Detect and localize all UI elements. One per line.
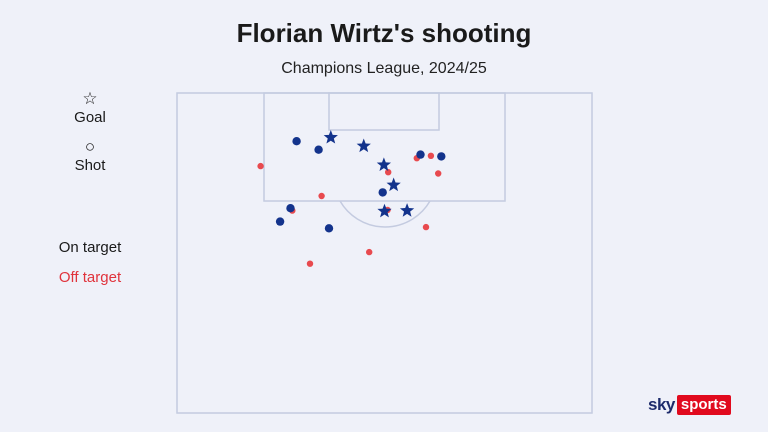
on-target-shot-6 [275, 217, 285, 226]
goal-star-3 [386, 177, 401, 192]
legend-on-target: On target [58, 239, 122, 256]
legend-off-target: Off target [58, 269, 122, 286]
off-target-shot-0 [257, 162, 264, 170]
legend-shot-label: Shot [74, 157, 106, 174]
goal-star-0 [323, 130, 338, 144]
on-target-shot-3 [437, 152, 446, 161]
on-target-shot-1 [314, 145, 323, 154]
legend-shot: ○ Shot [50, 138, 130, 176]
six-yard-box [328, 92, 440, 131]
goal-star-5 [399, 203, 415, 217]
off-target-shot-9 [366, 248, 373, 256]
off-target-shot-1 [385, 169, 392, 176]
on-target-shot-0 [292, 137, 301, 146]
legend-goal-label: Goal [74, 109, 106, 126]
on-target-shot-2 [416, 150, 425, 159]
pitch-lines [176, 92, 593, 414]
goal-star-4 [377, 203, 392, 218]
off-target-shot-8 [422, 223, 430, 231]
goal-star-2 [376, 157, 392, 171]
off-target-shot-3 [427, 152, 435, 159]
logo-sports-text: sports [676, 395, 731, 415]
shot-marks [257, 130, 446, 267]
on-target-shot-4 [378, 188, 387, 197]
goal-star-1 [356, 138, 371, 153]
logo-sky-text: sky [648, 395, 675, 414]
pitch-half [176, 92, 593, 414]
legend-goal: ☆ Goal [50, 90, 130, 128]
penalty-area [263, 92, 506, 202]
chart-subtitle: Champions League, 2024/25 [281, 60, 487, 77]
on-target-shot-5 [286, 204, 295, 213]
circle-outline-icon: ○ [84, 137, 96, 156]
off-target-shot-4 [435, 170, 442, 177]
sky-sports-logo: sky sports [648, 394, 731, 416]
off-target-shot-10 [306, 260, 314, 267]
on-target-shot-7 [324, 224, 334, 233]
star-outline-icon: ☆ [82, 89, 98, 108]
off-target-shot-5 [318, 192, 325, 200]
penalty-arc [339, 200, 431, 228]
chart-title: Florian Wirtz's shooting [236, 18, 532, 48]
